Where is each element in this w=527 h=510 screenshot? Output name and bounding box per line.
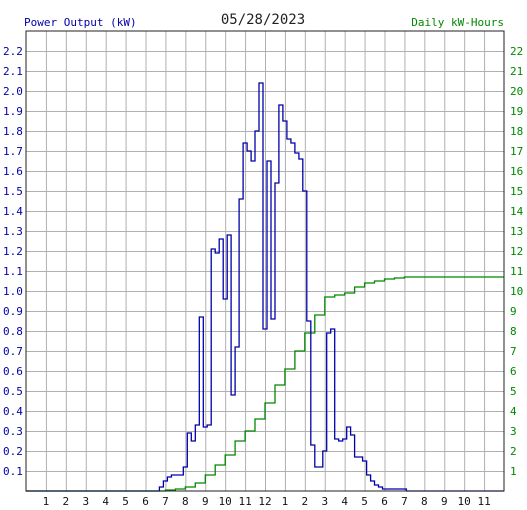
y-right-tick-label: 19 [510,105,523,118]
x-tick-label: 4 [341,495,348,508]
y-left-tick-label: 1.4 [3,205,23,218]
x-tick-label: 5 [361,495,368,508]
y-left-tick-label: 1.0 [3,285,23,298]
y-left-tick-label: 1.7 [3,145,23,158]
y-right-tick-label: 21 [510,65,523,78]
y-left-tick-label: 0.3 [3,425,23,438]
y-left-tick-label: 1.9 [3,105,23,118]
y-right-tick-label: 10 [510,285,523,298]
y-right-tick-label: 17 [510,145,523,158]
y-right-tick-label: 9 [510,305,517,318]
y-right-tick-label: 3 [510,425,517,438]
plot-frame [25,30,505,492]
y-left-tick-label: 1.5 [3,185,23,198]
x-tick-label: 11 [477,495,490,508]
y-left-tick-label: 0.2 [3,445,23,458]
y-left-tick-label: 2.1 [3,65,23,78]
y-right-tick-label: 11 [510,265,523,278]
chart-title: 05/28/2023 [221,12,305,28]
x-tick-label: 12 [258,495,271,508]
y-right-tick-label: 18 [510,125,523,138]
y-right-tick-label: 14 [510,205,524,218]
x-tick-label: 5 [122,495,129,508]
y-right-tick-label: 4 [510,405,517,418]
y-right-tick-label: 5 [510,385,517,398]
y-left-tick-label: 1.3 [3,225,23,238]
y-right-tick-label: 6 [510,365,517,378]
x-tick-label: 1 [43,495,50,508]
left-axis-label: Power Output (kW) [24,16,137,29]
y-right-tick-label: 8 [510,325,517,338]
x-tick-label: 3 [321,495,328,508]
y-right-tick-label: 16 [510,165,523,178]
y-left-tick-label: 1.8 [3,125,23,138]
right-axis-label: Daily kW-Hours [411,16,504,29]
y-left-tick-label: 1.2 [3,245,23,258]
x-tick-label: 9 [202,495,209,508]
x-tick-label: 1 [282,495,289,508]
y-left-tick-label: 0.7 [3,345,23,358]
x-tick-label: 4 [102,495,109,508]
x-tick-label: 8 [421,495,428,508]
y-left-tick-label: 2.0 [3,85,23,98]
y-right-tick-label: 15 [510,185,523,198]
x-tick-label: 10 [458,495,471,508]
x-tick-label: 8 [182,495,189,508]
y-right-tick-label: 22 [510,45,523,58]
power-output-line [26,82,504,492]
x-tick-label: 3 [82,495,89,508]
y-left-tick-label: 0.9 [3,305,23,318]
y-right-tick-label: 20 [510,85,523,98]
y-left-tick-label: 2.2 [3,45,23,58]
y-left-tick-label: 0.1 [3,465,23,478]
x-tick-label: 7 [162,495,169,508]
y-right-tick-label: 7 [510,345,517,358]
series-group [26,82,504,492]
y-left-tick-label: 0.4 [3,405,23,418]
x-tick-label: 9 [441,495,448,508]
x-tick-label: 2 [63,495,70,508]
y-left-tick-label: 0.5 [3,385,23,398]
y-left-tick-label: 1.1 [3,265,23,278]
left-axis-ticks: 0.1 0.2 0.3 0.4 0.5 0.6 0.7 0.8 0.9 1.0 1.1 1.2 1.3 1… [3,45,23,478]
y-right-tick-label: 13 [510,225,523,238]
x-tick-label: 6 [381,495,388,508]
y-right-tick-label: 1 [510,465,517,478]
x-tick-label: 2 [302,495,309,508]
x-tick-label: 7 [401,495,408,508]
x-tick-label: 10 [219,495,232,508]
x-tick-label: 6 [142,495,149,508]
y-left-tick-label: 1.6 [3,165,23,178]
grid [26,31,504,491]
y-left-tick-label: 0.6 [3,365,23,378]
kwh-cumulative-line [26,276,504,492]
x-tick-label: 11 [238,495,251,508]
y-right-tick-label: 2 [510,445,517,458]
y-right-tick-label: 12 [510,245,523,258]
y-left-tick-label: 0.8 [3,325,23,338]
x-axis-ticks: 1 2 3 4 5 6 7 8 9 10 11 12 1 2 3 4 5 6 7 8 9 10 11 [43,495,491,508]
